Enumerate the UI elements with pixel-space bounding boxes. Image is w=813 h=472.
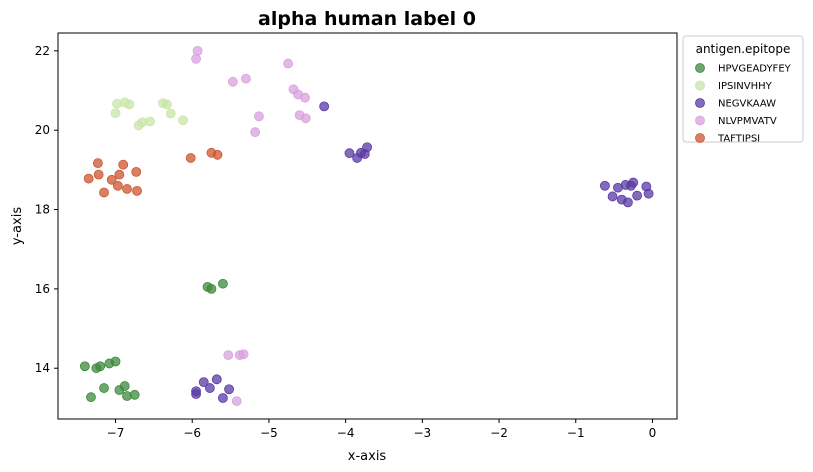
data-point-negvkaaw <box>628 177 639 188</box>
data-point-nlvpmvatv <box>283 58 294 69</box>
data-point-negvkaaw <box>191 386 201 397</box>
legend-marker <box>695 98 705 108</box>
y-tick-label: 22 <box>35 44 50 58</box>
y-tick-label: 16 <box>35 282 50 296</box>
legend-title: antigen.epitope <box>696 42 791 56</box>
x-tick-label: −7 <box>107 426 125 440</box>
data-point-nlvpmvatv <box>254 111 264 122</box>
y-tick-label: 20 <box>35 123 50 137</box>
x-tick-label: −1 <box>567 426 585 440</box>
data-point-negvkaaw <box>319 101 330 112</box>
x-axis-label: x-axis <box>348 449 387 464</box>
data-point-negvkaaw <box>198 377 209 388</box>
plot-area-frame <box>57 32 678 420</box>
x-axis-ticks: −7 −6 −5 −4 −3 −2 −1 0 <box>107 419 657 440</box>
data-points <box>79 45 654 407</box>
data-point-nlvpmvatv <box>227 76 238 87</box>
data-point-nlvpmvatv <box>241 73 251 84</box>
legend-frame <box>682 35 804 143</box>
data-point-hpvgeadyfey <box>119 381 130 391</box>
legend-entry-label: HPVGEADYFEY <box>718 64 792 75</box>
data-point-ipsinvhhy <box>165 108 176 119</box>
data-point-ipsinvhhy <box>110 108 121 119</box>
y-tick-label: 18 <box>35 203 50 217</box>
data-point-taftipsi <box>132 185 142 196</box>
data-point-ipsinvhhy <box>145 116 155 127</box>
data-point-hpvgeadyfey <box>129 389 140 400</box>
legend-entry-label: TAFTIPSI <box>717 134 760 145</box>
data-point-negvkaaw <box>224 384 234 395</box>
data-point-nlvpmvatv <box>191 53 201 64</box>
data-point-hpvgeadyfey <box>218 278 228 289</box>
data-point-taftipsi <box>185 153 196 163</box>
legend-entry-label: NEGVKAAW <box>718 99 776 110</box>
y-axis-ticks: 14 16 18 20 22 <box>35 44 58 375</box>
data-point-hpvgeadyfey <box>110 356 121 367</box>
data-point-nlvpmvatv <box>238 349 249 360</box>
legend-marker <box>695 63 705 73</box>
y-axis-label: y-axis <box>10 207 25 245</box>
data-point-taftipsi <box>93 169 104 180</box>
data-point-nlvpmvatv <box>300 92 310 103</box>
data-point-negvkaaw <box>623 197 633 208</box>
data-point-negvkaaw <box>211 374 222 385</box>
data-point-taftipsi <box>99 187 109 198</box>
data-point-taftipsi <box>112 180 123 191</box>
legend-marker <box>695 80 705 91</box>
data-point-nlvpmvatv <box>192 45 203 56</box>
data-point-negvkaaw <box>204 383 215 393</box>
data-point-taftipsi <box>92 158 103 169</box>
x-tick-label: −6 <box>183 426 201 440</box>
data-point-negvkaaw <box>607 191 618 202</box>
data-point-negvkaaw <box>643 188 654 199</box>
data-point-negvkaaw <box>632 190 643 201</box>
data-point-ipsinvhhy <box>178 115 188 126</box>
data-point-nlvpmvatv <box>223 350 234 361</box>
data-point-taftipsi <box>122 184 132 194</box>
x-tick-label: 0 <box>649 426 657 440</box>
data-point-taftipsi <box>83 173 94 184</box>
data-point-taftipsi <box>114 169 125 180</box>
chart-title: alpha human label 0 <box>258 8 476 30</box>
data-point-hpvgeadyfey <box>99 383 109 393</box>
x-tick-label: −3 <box>413 426 431 440</box>
data-point-nlvpmvatv <box>300 113 311 124</box>
data-point-hpvgeadyfey <box>95 361 106 372</box>
data-point-taftipsi <box>106 174 117 185</box>
legend-marker <box>695 115 705 126</box>
y-tick-label: 14 <box>35 361 50 375</box>
x-tick-label: −2 <box>490 426 508 440</box>
legend: antigen.epitope HPVGEADYFEY IPSINVHHY NEGV… <box>682 35 804 145</box>
data-point-ipsinvhhy <box>124 99 135 110</box>
data-point-ipsinvhhy <box>162 99 172 110</box>
legend-entry-label: NLVPMVATV <box>718 116 777 127</box>
legend-entry-label: IPSINVHHY <box>718 81 773 92</box>
data-point-taftipsi <box>212 149 223 160</box>
data-point-hpvgeadyfey <box>86 392 96 403</box>
x-tick-label: −5 <box>260 426 278 440</box>
data-point-negvkaaw <box>599 180 610 191</box>
data-point-negvkaaw <box>218 393 228 403</box>
data-point-nlvpmvatv <box>250 127 261 138</box>
data-point-hpvgeadyfey <box>79 361 90 372</box>
data-point-nlvpmvatv <box>231 396 242 407</box>
data-point-negvkaaw <box>362 142 373 153</box>
x-tick-label: −4 <box>337 426 355 440</box>
data-point-taftipsi <box>131 166 142 177</box>
data-point-taftipsi <box>118 159 129 170</box>
data-point-negvkaaw <box>344 148 355 159</box>
data-point-hpvgeadyfey <box>206 283 217 294</box>
legend-marker <box>695 133 705 143</box>
